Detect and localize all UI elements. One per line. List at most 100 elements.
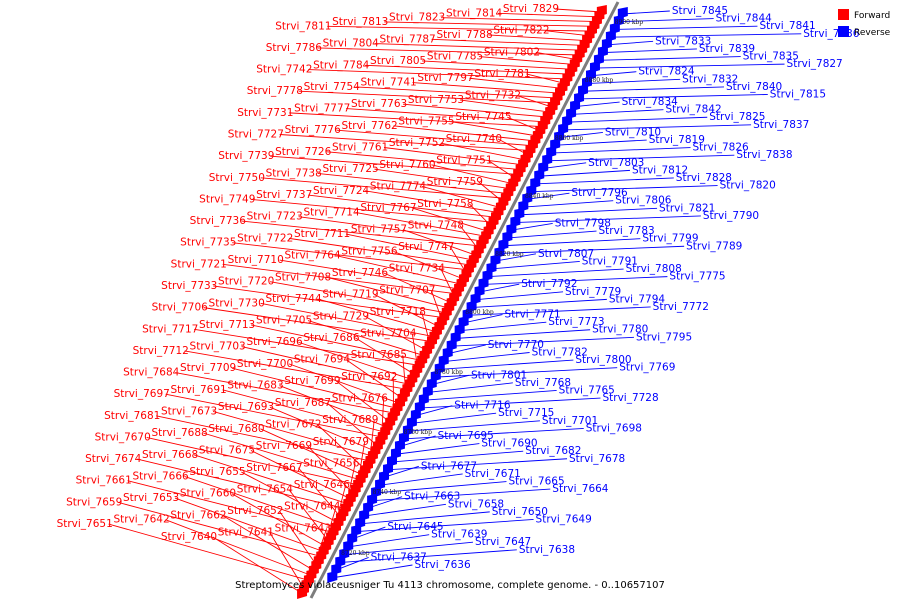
connector-strvi-7774	[421, 186, 503, 209]
gene-label-strvi-7660: Strvi_7660	[180, 488, 236, 500]
connector-strvi-7649	[355, 519, 534, 533]
gene-label-strvi-7748: Strvi_7748	[408, 219, 464, 231]
gene-label-strvi-7781: Strvi_7781	[474, 68, 530, 80]
gene-label-strvi-7725: Strvi_7725	[322, 163, 378, 175]
connector-strvi-7835	[597, 56, 741, 61]
gene-label-strvi-7780: Strvi_7780	[592, 324, 648, 336]
gene-label-strvi-7728: Strvi_7728	[602, 392, 658, 404]
gene-label-strvi-7836: Strvi_7836	[803, 28, 860, 40]
connector-strvi-7706	[203, 307, 434, 343]
connector-strvi-7837	[562, 124, 752, 131]
gene-label-strvi-7717: Strvi_7717	[142, 323, 198, 335]
connector-strvi-7834	[574, 101, 620, 108]
gene-label-strvi-7678: Strvi_7678	[569, 453, 625, 465]
connector-strvi-7824	[589, 71, 637, 77]
connector-strvi-7719	[374, 294, 441, 328]
gene-label-strvi-7749: Strvi_7749	[199, 193, 255, 205]
connector-strvi-7690	[394, 443, 480, 455]
connector-strvi-7673	[212, 411, 375, 457]
gene-label-strvi-7650: Strvi_7650	[492, 506, 548, 518]
gene-label-strvi-7820: Strvi_7820	[720, 180, 776, 192]
gene-label-strvi-7810: Strvi_7810	[605, 126, 661, 138]
gene-label-strvi-7647: Strvi_7647	[475, 536, 531, 548]
connector-strvi-7678	[386, 458, 568, 471]
connector-strvi-7828	[534, 177, 674, 185]
connector-strvi-7655	[241, 471, 340, 524]
gene-label-strvi-7763: Strvi_7763	[351, 98, 407, 110]
gene-label-strvi-7667: Strvi_7667	[246, 462, 302, 474]
connector-strvi-7700	[288, 363, 402, 405]
gene-label-strvi-7795: Strvi_7795	[636, 331, 692, 343]
connector-strvi-7840	[582, 86, 725, 92]
gene-label-strvi-7731: Strvi_7731	[237, 107, 293, 119]
gene-label-strvi-7721: Strvi_7721	[171, 258, 227, 270]
gene-label-strvi-7776: Strvi_7776	[285, 124, 342, 136]
gene-label-strvi-7804: Strvi_7804	[323, 38, 380, 50]
gene-label-strvi-7670: Strvi_7670	[95, 431, 151, 443]
gene-label-strvi-7802: Strvi_7802	[484, 46, 540, 58]
gene-feature-strvi-7640	[297, 587, 308, 599]
connector-strvi-7667	[297, 467, 343, 519]
gene-label-strvi-7722: Strvi_7722	[237, 232, 293, 244]
gene-label-strvi-7815: Strvi_7815	[770, 88, 826, 100]
gene-label-strvi-7789: Strvi_7789	[686, 240, 742, 252]
gene-label-strvi-7706: Strvi_7706	[152, 302, 209, 314]
tick-label-8800-kbp: 8800 kbp	[465, 309, 494, 316]
gene-label-strvi-7842: Strvi_7842	[665, 104, 721, 116]
gene-label-strvi-7707: Strvi_7707	[379, 284, 435, 296]
gene-label-strvi-7661: Strvi_7661	[76, 475, 132, 487]
connector-strvi-7708	[326, 276, 451, 309]
gene-label-strvi-7723: Strvi_7723	[247, 211, 303, 223]
connector-strvi-7675	[250, 450, 352, 500]
connector-strvi-7660	[231, 493, 328, 548]
connector-strvi-7642	[165, 519, 313, 577]
connector-strvi-7709	[231, 367, 399, 410]
gene-label-strvi-7829: Strvi_7829	[503, 3, 559, 15]
gene-label-strvi-7821: Strvi_7821	[659, 202, 715, 214]
tick-label-8740-kbp: 8740 kbp	[373, 489, 402, 496]
connector-strvi-7636	[331, 564, 413, 579]
connector-strvi-7721	[222, 263, 458, 295]
connector-strvi-7829	[554, 8, 603, 13]
gene-label-strvi-7689: Strvi_7689	[322, 414, 378, 426]
connector-strvi-7775	[482, 276, 668, 285]
connector-strvi-7753	[459, 99, 552, 113]
connector-strvi-7682	[390, 450, 524, 463]
connector-strvi-7720	[269, 281, 448, 314]
connector-strvi-7782	[442, 352, 530, 363]
gene-label-strvi-7714: Strvi_7714	[303, 206, 360, 218]
gene-label-strvi-7827: Strvi_7827	[787, 58, 843, 70]
connector-strvi-7726	[327, 151, 522, 171]
gene-label-strvi-7692: Strvi_7692	[341, 371, 397, 383]
gene-label-strvi-7675: Strvi_7675	[199, 444, 255, 456]
gene-label-strvi-7701: Strvi_7701	[542, 415, 598, 427]
gene-label-strvi-7782: Strvi_7782	[532, 347, 588, 359]
gene-label-strvi-7762: Strvi_7762	[342, 120, 398, 132]
gene-label-strvi-7803: Strvi_7803	[588, 157, 644, 169]
connector-strvi-7815	[578, 94, 768, 100]
gene-label-strvi-7734: Strvi_7734	[389, 263, 446, 275]
legend-forward-label: Forward	[854, 11, 890, 21]
connector-strvi-7805	[422, 60, 574, 70]
gene-feature-strvi-7636	[327, 571, 338, 583]
connector-strvi-7725	[374, 168, 512, 190]
connector-strvi-7703	[241, 346, 411, 386]
connector-strvi-7792	[478, 283, 520, 293]
connector-strvi-7680	[260, 428, 365, 476]
gene-label-strvi-7833: Strvi_7833	[655, 35, 711, 47]
gene-label-strvi-7673: Strvi_7673	[161, 405, 217, 417]
gene-label-strvi-7767: Strvi_7767	[360, 202, 416, 214]
connector-strvi-7810	[558, 131, 603, 139]
gene-label-strvi-7805: Strvi_7805	[370, 55, 426, 67]
gene-label-strvi-7655: Strvi_7655	[189, 466, 245, 478]
connector-strvi-7785	[478, 56, 576, 66]
gene-label-strvi-7807: Strvi_7807	[538, 248, 594, 260]
connector-strvi-7722	[289, 237, 473, 266]
connector-strvi-7814	[497, 12, 601, 18]
connector-strvi-7749	[251, 198, 495, 223]
connector-strvi-7658	[363, 503, 446, 517]
connector-strvi-7752	[440, 142, 527, 161]
connector-strvi-7807	[494, 253, 537, 262]
connector-strvi-7811	[327, 25, 594, 32]
connector-strvi-7770	[446, 344, 486, 355]
